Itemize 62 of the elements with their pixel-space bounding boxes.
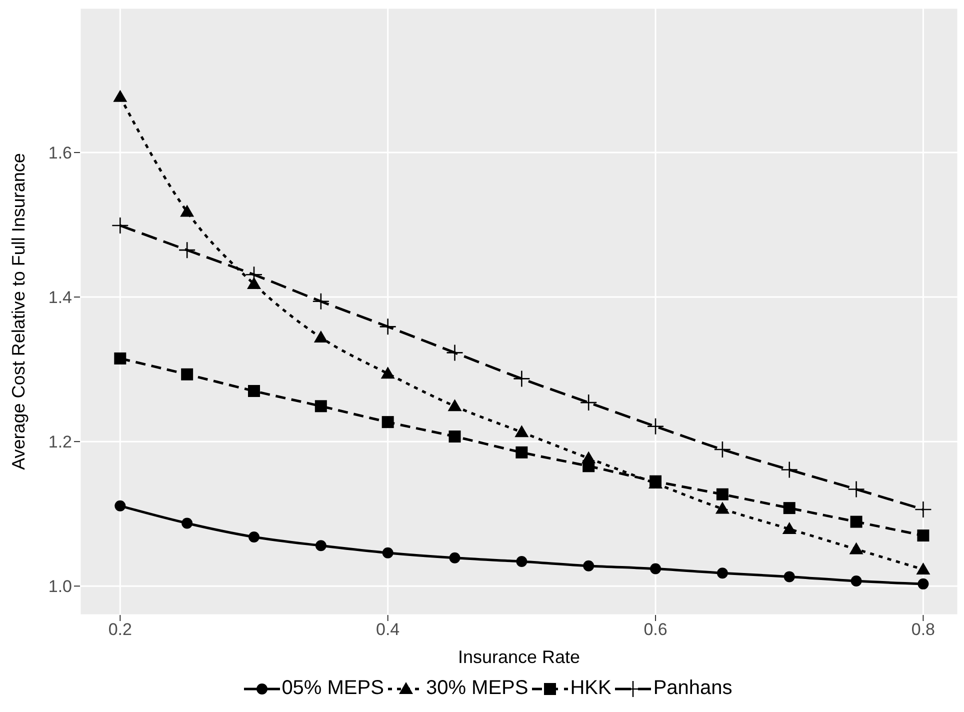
point xyxy=(716,568,728,579)
y-tick-label: 1.2 xyxy=(48,432,72,452)
point xyxy=(113,90,128,102)
legend-label: Panhans xyxy=(653,677,732,700)
point xyxy=(780,461,798,478)
point xyxy=(314,330,328,343)
x-tick-label: 0.4 xyxy=(376,620,400,640)
point xyxy=(180,204,194,217)
x-tick-label: 0.8 xyxy=(911,620,936,640)
point xyxy=(114,500,126,512)
point xyxy=(646,418,664,436)
point xyxy=(714,440,732,458)
point xyxy=(716,488,728,500)
point xyxy=(380,366,395,379)
point xyxy=(112,216,129,234)
point xyxy=(448,430,461,443)
point xyxy=(513,370,530,388)
point xyxy=(650,563,662,574)
y-axis-title: Average Cost Relative to Full Insurance xyxy=(8,153,28,470)
point xyxy=(379,318,396,336)
y-tick-label: 1.6 xyxy=(48,144,72,163)
x-axis-title: Insurance Rate xyxy=(458,647,580,667)
point xyxy=(315,540,326,552)
point xyxy=(782,522,796,534)
point xyxy=(246,277,261,290)
y-tick-label: 1.0 xyxy=(48,577,72,596)
point xyxy=(448,399,462,412)
point xyxy=(181,368,194,380)
point xyxy=(848,480,865,498)
point xyxy=(715,502,730,514)
point xyxy=(314,400,327,412)
x-tick-label: 0.2 xyxy=(108,620,132,640)
legend-label: 05% MEPS xyxy=(282,677,384,700)
point xyxy=(783,502,796,514)
point xyxy=(248,531,260,542)
point xyxy=(850,516,862,528)
point xyxy=(182,518,193,529)
point xyxy=(918,578,929,590)
point xyxy=(449,552,460,564)
point xyxy=(917,530,930,542)
point xyxy=(583,560,594,572)
point xyxy=(114,352,126,364)
point xyxy=(382,416,394,428)
point xyxy=(850,576,862,587)
point xyxy=(382,547,394,558)
point xyxy=(516,446,528,458)
legend-label: 30% MEPS xyxy=(426,677,528,700)
point xyxy=(248,384,260,397)
point xyxy=(514,425,529,438)
point xyxy=(582,460,595,472)
y-tick-label: 1.4 xyxy=(48,288,72,308)
legend-label: HKK xyxy=(570,677,612,700)
point xyxy=(914,500,932,518)
point xyxy=(849,542,864,554)
point xyxy=(178,241,196,259)
point xyxy=(312,292,330,310)
x-tick-label: 0.6 xyxy=(644,620,668,640)
point xyxy=(516,556,528,568)
point xyxy=(580,394,598,412)
point xyxy=(916,562,930,574)
point xyxy=(446,344,464,362)
point xyxy=(784,571,795,582)
